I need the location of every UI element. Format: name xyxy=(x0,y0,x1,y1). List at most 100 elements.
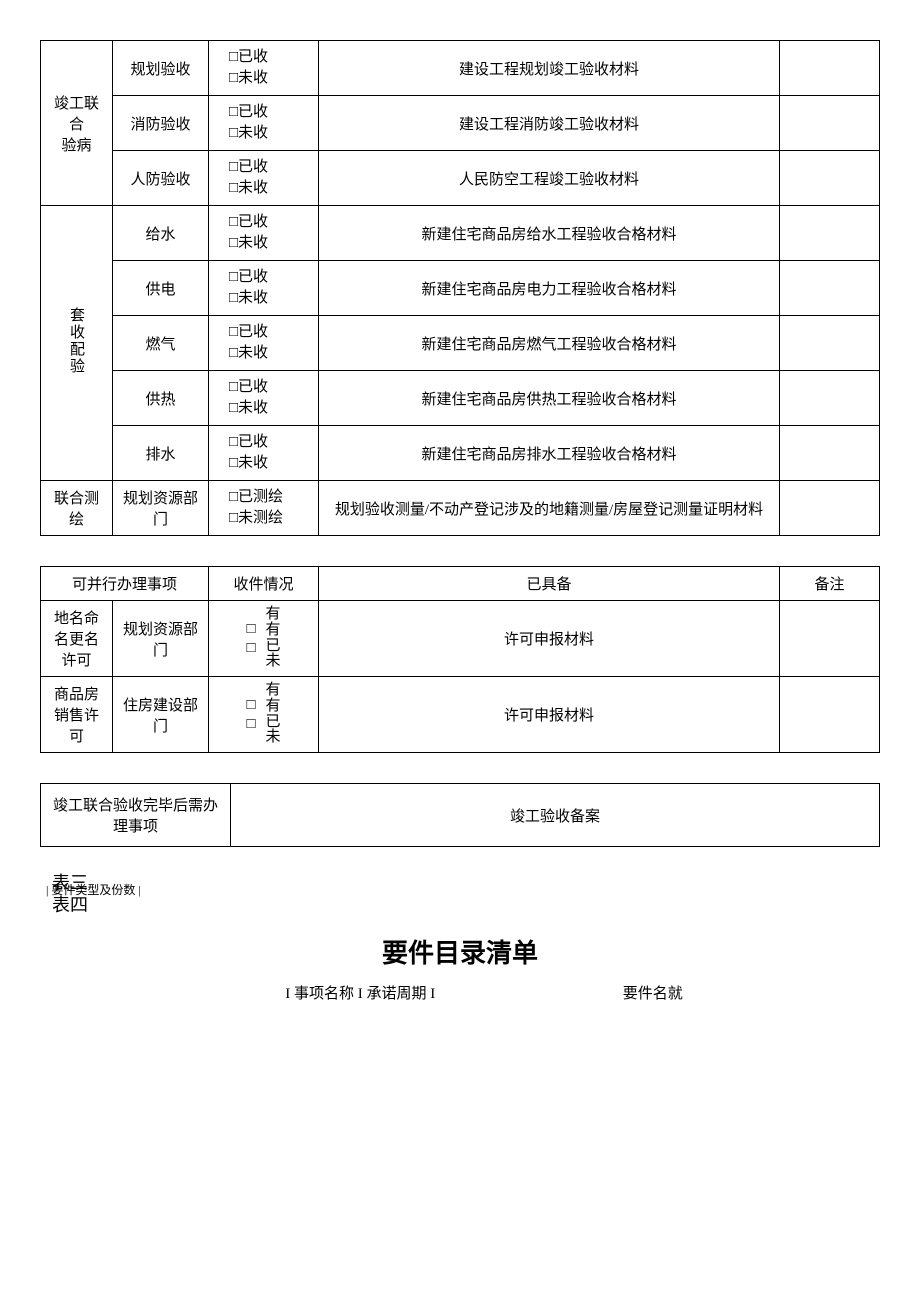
footer-left: I 事项名称 I 承诺周期 I xyxy=(285,986,435,1002)
row-name: 人防验收 xyxy=(113,151,209,206)
label-block: 表三 | 要件类型及份数 | 表四 xyxy=(52,877,880,915)
desc-cell: 建设工程消防竣工验收材料 xyxy=(319,96,780,151)
status-cell: □已测绘 □未测绘 xyxy=(209,481,319,536)
col-header: 收件情况 xyxy=(209,567,319,601)
checkbox-surveyed[interactable]: □已测绘 xyxy=(229,487,310,508)
status-cell: □ □ 有有已未 xyxy=(209,677,319,753)
checkbox-notreceived[interactable]: □未收 xyxy=(229,453,310,474)
status-cell: □已收 □未收 xyxy=(209,96,319,151)
dept-name: 规划资源部门 xyxy=(113,601,209,677)
remark-cell xyxy=(780,96,880,151)
checkbox-icon[interactable]: □ xyxy=(246,621,255,638)
row-name: 燃气 xyxy=(113,316,209,371)
checkbox-notreceived[interactable]: □未收 xyxy=(229,68,310,89)
checkbox-notreceived[interactable]: □未收 xyxy=(229,233,310,254)
status-cell: □ □ 有有已未 xyxy=(209,601,319,677)
group-label: 竣工联合 验病 xyxy=(41,41,113,206)
col-header: 已具备 xyxy=(319,567,780,601)
status-cell: □已收 □未收 xyxy=(209,206,319,261)
desc-cell: 新建住宅商品房排水工程验收合格材料 xyxy=(319,426,780,481)
group-label: 套收配验 xyxy=(41,206,113,481)
remark-cell xyxy=(780,677,880,753)
checkbox-received[interactable]: □已收 xyxy=(229,377,310,398)
status-cell: □已收 □未收 xyxy=(209,261,319,316)
checkbox-notreceived[interactable]: □未收 xyxy=(229,343,310,364)
col-header: 备注 xyxy=(780,567,880,601)
table-row: 供热 □已收 □未收 新建住宅商品房供热工程验收合格材料 xyxy=(41,371,880,426)
footer-right: 要件名就 xyxy=(623,986,683,1002)
checkbox-icon[interactable]: □ xyxy=(246,716,255,733)
status-cell: □已收 □未收 xyxy=(209,371,319,426)
footer-row: I 事项名称 I 承诺周期 I 要件名就 xyxy=(88,982,880,1003)
table-row: 套收配验 给水 □已收 □未收 新建住宅商品房给水工程验收合格材料 xyxy=(41,206,880,261)
remark-cell xyxy=(780,151,880,206)
right-value: 竣工验收备案 xyxy=(231,784,880,847)
table-parallel: 可并行办理事项 收件情况 已具备 备注 地名命名更名许可 规划资源部门 □ □ … xyxy=(40,566,880,753)
checkbox-notreceived[interactable]: □未收 xyxy=(229,288,310,309)
remark-cell xyxy=(780,426,880,481)
remark-cell xyxy=(780,371,880,426)
label-table4: 表四 xyxy=(52,895,88,917)
desc-cell: 规划验收测量/不动产登记涉及的地籍测量/房屋登记测量证明材料 xyxy=(319,481,780,536)
desc-cell: 许可申报材料 xyxy=(319,677,780,753)
table-row: 供电 □已收 □未收 新建住宅商品房电力工程验收合格材料 xyxy=(41,261,880,316)
row-name: 规划验收 xyxy=(113,41,209,96)
status-cell: □已收 □未收 xyxy=(209,316,319,371)
checkbox-notreceived[interactable]: □未收 xyxy=(229,398,310,419)
table-header-row: 可并行办理事项 收件情况 已具备 备注 xyxy=(41,567,880,601)
desc-cell: 人民防空工程竣工验收材料 xyxy=(319,151,780,206)
row-name: 消防验收 xyxy=(113,96,209,151)
table-row: 排水 □已收 □未收 新建住宅商品房排水工程验收合格材料 xyxy=(41,426,880,481)
checkbox-received[interactable]: □已收 xyxy=(229,267,310,288)
desc-cell: 许可申报材料 xyxy=(319,601,780,677)
desc-cell: 新建住宅商品房电力工程验收合格材料 xyxy=(319,261,780,316)
remark-cell xyxy=(780,481,880,536)
table-row: 竣工联合验收完毕后需办理事项 竣工验收备案 xyxy=(41,784,880,847)
checkbox-icon[interactable]: □ xyxy=(246,697,255,714)
remark-cell xyxy=(780,316,880,371)
desc-cell: 新建住宅商品房燃气工程验收合格材料 xyxy=(319,316,780,371)
checkbox-received[interactable]: □已收 xyxy=(229,212,310,233)
page-title: 要件目录清单 xyxy=(40,933,880,970)
checkbox-received[interactable]: □已收 xyxy=(229,157,310,178)
status-cell: □已收 □未收 xyxy=(209,151,319,206)
table-row: 竣工联合 验病 规划验收 □已收 □未收 建设工程规划竣工验收材料 xyxy=(41,41,880,96)
remark-cell xyxy=(780,206,880,261)
checkbox-notreceived[interactable]: □未收 xyxy=(229,178,310,199)
desc-cell: 新建住宅商品房给水工程验收合格材料 xyxy=(319,206,780,261)
checkbox-notreceived[interactable]: □未收 xyxy=(229,123,310,144)
item-name: 商品房销售许可 xyxy=(41,677,113,753)
remark-cell xyxy=(780,601,880,677)
status-cell: □已收 □未收 xyxy=(209,426,319,481)
checkbox-received[interactable]: □已收 xyxy=(229,47,310,68)
table-row: 燃气 □已收 □未收 新建住宅商品房燃气工程验收合格材料 xyxy=(41,316,880,371)
row-name: 供热 xyxy=(113,371,209,426)
table-main: 竣工联合 验病 规划验收 □已收 □未收 建设工程规划竣工验收材料 消防验收 □… xyxy=(40,40,880,536)
remark-cell xyxy=(780,41,880,96)
col-header: 可并行办理事项 xyxy=(41,567,209,601)
checkbox-received[interactable]: □已收 xyxy=(229,322,310,343)
status-text: 有有已未 xyxy=(266,683,281,746)
status-cell: □已收 □未收 xyxy=(209,41,319,96)
status-text: 有有已未 xyxy=(266,607,281,670)
desc-cell: 建设工程规划竣工验收材料 xyxy=(319,41,780,96)
left-label: 竣工联合验收完毕后需办理事项 xyxy=(41,784,231,847)
table-row: 消防验收 □已收 □未收 建设工程消防竣工验收材料 xyxy=(41,96,880,151)
dept-name: 住房建设部门 xyxy=(113,677,209,753)
row-name: 给水 xyxy=(113,206,209,261)
checkbox-icon[interactable]: □ xyxy=(246,640,255,657)
checkbox-received[interactable]: □已收 xyxy=(229,102,310,123)
item-name: 地名命名更名许可 xyxy=(41,601,113,677)
checkbox-received[interactable]: □已收 xyxy=(229,432,310,453)
row-name: 供电 xyxy=(113,261,209,316)
desc-cell: 新建住宅商品房供热工程验收合格材料 xyxy=(319,371,780,426)
table-row: 商品房销售许可 住房建设部门 □ □ 有有已未 许可申报材料 xyxy=(41,677,880,753)
table-row: 人防验收 □已收 □未收 人民防空工程竣工验收材料 xyxy=(41,151,880,206)
row-name: 规划资源部门 xyxy=(113,481,209,536)
table-row: 联合测绘 规划资源部门 □已测绘 □未测绘 规划验收测量/不动产登记涉及的地籍测… xyxy=(41,481,880,536)
table-postcompletion: 竣工联合验收完毕后需办理事项 竣工验收备案 xyxy=(40,783,880,847)
table-row: 地名命名更名许可 规划资源部门 □ □ 有有已未 许可申报材料 xyxy=(41,601,880,677)
checkbox-notsurveyed[interactable]: □未测绘 xyxy=(229,508,310,529)
remark-cell xyxy=(780,261,880,316)
group-label: 联合测绘 xyxy=(41,481,113,536)
